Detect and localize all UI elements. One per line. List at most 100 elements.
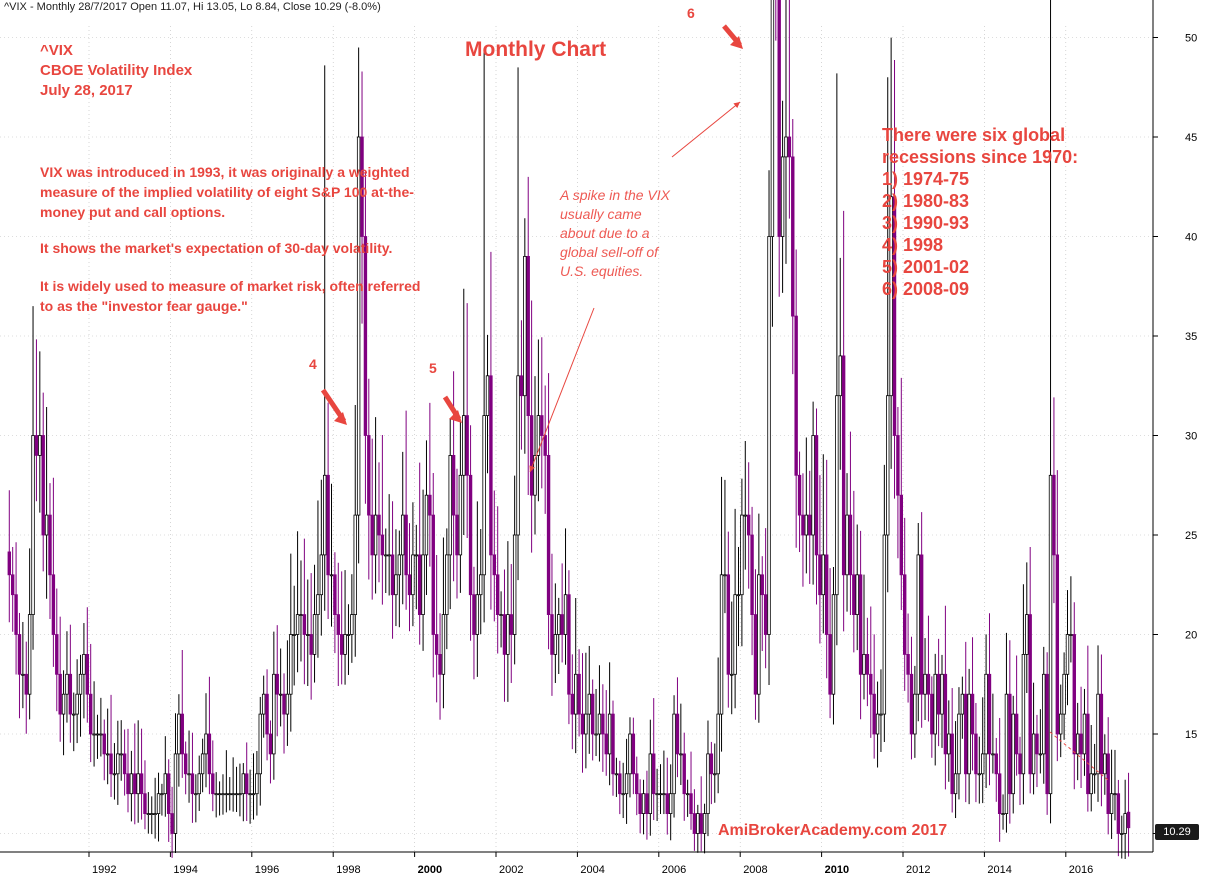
candle xyxy=(343,570,347,685)
candle-body xyxy=(299,614,303,616)
candle xyxy=(1082,688,1087,776)
candle-body xyxy=(401,514,405,556)
candle-body xyxy=(855,574,859,615)
spike-note: A spike in the VIX usually came about du… xyxy=(560,186,670,281)
x-tick-label: 2000 xyxy=(418,864,442,876)
candle xyxy=(126,728,130,813)
recession-item: 5) 2001-02 xyxy=(882,257,970,277)
candle-body xyxy=(858,574,863,675)
candle-body xyxy=(119,753,123,756)
marker-5: 5 xyxy=(429,360,437,376)
candle xyxy=(655,768,659,822)
candle-body xyxy=(424,494,429,556)
candle-body xyxy=(723,574,727,577)
candle-body xyxy=(1038,753,1043,756)
candle-body xyxy=(791,156,795,317)
candle-body xyxy=(309,634,313,655)
candle xyxy=(736,546,741,647)
candle xyxy=(814,408,819,605)
candle xyxy=(119,720,123,781)
candle-body xyxy=(926,673,931,695)
candle xyxy=(506,541,510,702)
candle-body xyxy=(173,753,178,834)
candle xyxy=(272,631,276,780)
spike-arrow xyxy=(671,101,741,158)
candle xyxy=(953,721,958,819)
candle xyxy=(794,249,798,548)
candle xyxy=(109,694,113,797)
candle xyxy=(947,700,951,782)
candle xyxy=(285,640,290,746)
candle-body xyxy=(960,693,965,715)
candle xyxy=(336,562,340,687)
candle xyxy=(835,73,839,646)
candle xyxy=(784,0,788,264)
candle-body xyxy=(194,793,198,796)
candle xyxy=(1123,779,1127,859)
candle xyxy=(224,750,229,813)
candle-body xyxy=(869,673,873,695)
candle xyxy=(607,662,612,786)
candle-body xyxy=(350,614,354,635)
candle-body xyxy=(577,673,581,715)
candle-body xyxy=(27,614,32,695)
candle xyxy=(360,71,364,324)
candle-body xyxy=(699,813,703,834)
candle xyxy=(587,645,591,754)
candle xyxy=(312,564,317,683)
candle-body xyxy=(258,713,262,775)
candle xyxy=(367,378,371,580)
candle xyxy=(14,542,18,675)
candle xyxy=(685,779,690,817)
candle xyxy=(896,406,900,559)
candle xyxy=(879,669,883,752)
candle xyxy=(112,743,117,800)
x-tick-label: 2016 xyxy=(1069,864,1093,876)
candle-body xyxy=(1014,713,1019,755)
candle-body xyxy=(1092,773,1097,776)
candle-body xyxy=(143,793,147,815)
candle xyxy=(502,569,507,702)
candle-body xyxy=(696,813,700,834)
candle-body xyxy=(302,614,307,635)
candle xyxy=(1011,695,1015,814)
candle xyxy=(875,681,880,768)
candle-body xyxy=(492,554,497,576)
candle xyxy=(173,713,178,854)
candle xyxy=(590,679,595,761)
spike-note-line: global sell-off of xyxy=(560,244,659,260)
candle xyxy=(1018,736,1022,806)
candle-body xyxy=(743,514,747,517)
candle xyxy=(217,781,222,816)
candle xyxy=(170,786,174,858)
recession-item: 6) 2008-09 xyxy=(882,279,970,299)
index-symbol: ^VIX xyxy=(40,42,73,59)
candles xyxy=(7,0,1131,859)
candle-body xyxy=(85,654,90,695)
candle xyxy=(421,489,425,651)
candle xyxy=(516,67,520,581)
candle-body xyxy=(1082,713,1087,755)
candle-body xyxy=(177,713,181,755)
candle-body xyxy=(685,793,690,796)
candle-body xyxy=(397,554,402,576)
candle xyxy=(889,37,893,469)
candle xyxy=(892,59,897,499)
candle-body xyxy=(557,614,561,635)
candle xyxy=(533,376,537,535)
candle xyxy=(350,574,354,663)
candle-body xyxy=(570,693,575,715)
candle-body xyxy=(1099,693,1104,775)
candle-body xyxy=(10,574,15,596)
candle-body xyxy=(207,733,212,775)
candle xyxy=(668,764,673,841)
candle xyxy=(546,373,551,650)
candle-body xyxy=(390,554,395,596)
candle xyxy=(373,417,378,594)
candle xyxy=(1106,717,1110,835)
description-line: money put and call options. xyxy=(40,204,226,220)
candle-body xyxy=(652,753,656,795)
last-price-tag: 10.29 xyxy=(1155,824,1199,840)
candle-body xyxy=(631,733,636,775)
candle xyxy=(567,570,571,725)
